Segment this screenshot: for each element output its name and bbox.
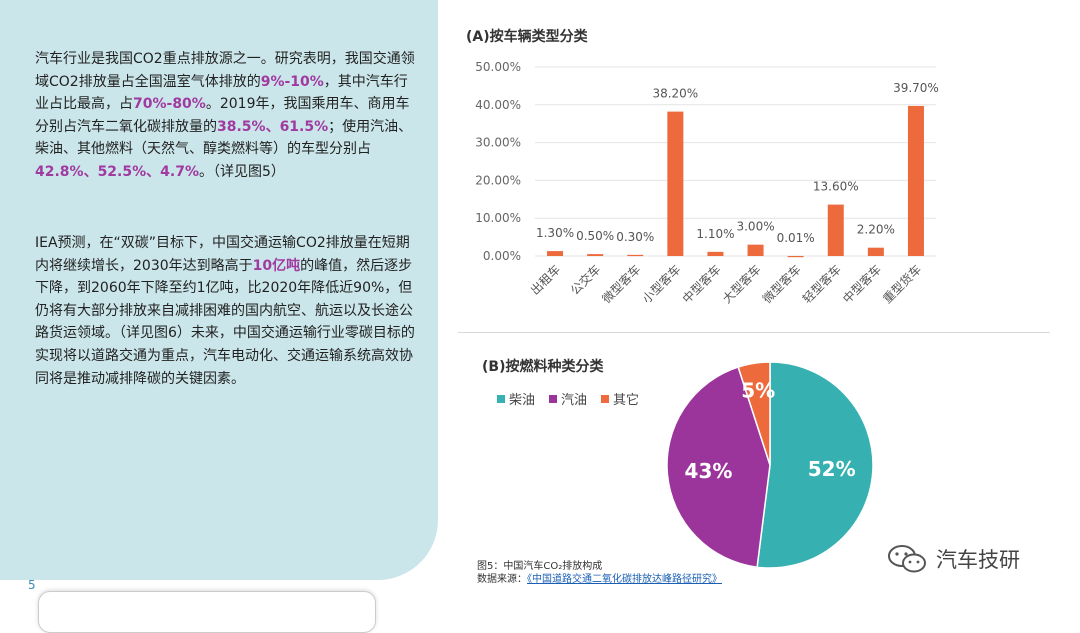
data-label: 3.00% bbox=[736, 220, 774, 234]
pie-slice bbox=[666, 366, 771, 569]
legend-label: 柴油 bbox=[509, 393, 536, 408]
brand-watermark: 汽车技研 bbox=[886, 543, 1020, 575]
bar bbox=[547, 251, 564, 256]
x-tick-label: 公交车 bbox=[567, 262, 603, 298]
wechat-icon bbox=[888, 545, 926, 573]
data-label: 1.10% bbox=[696, 227, 734, 241]
paragraph-text: 。2019年，我国乘用车、商用车分别占汽车二氧化碳排放量的 bbox=[35, 96, 410, 135]
legend-swatch bbox=[497, 394, 505, 403]
x-tick-label: 微型客车 bbox=[759, 262, 804, 307]
bar bbox=[627, 254, 644, 257]
paragraph-text: 汽车行业是我国CO2重点排放源之一。研究表明，我国交通领域CO2排放量占全国温室… bbox=[35, 51, 415, 90]
slice-label: 5% bbox=[741, 379, 775, 403]
y-tick-label: 30.00% bbox=[475, 136, 521, 150]
paragraph-text: ，其中汽车行业占比最高，占 bbox=[35, 73, 408, 113]
chart-a-title: (A)按车辆类型分类 bbox=[466, 29, 588, 45]
x-tick-label: 重型货车 bbox=[880, 262, 925, 307]
paragraph-text: ；使用汽油、柴油、其他燃料（天然气、醇类燃料等）的车型分别占 bbox=[35, 118, 413, 158]
x-tick-label: 中型客车 bbox=[679, 262, 724, 307]
x-tick-label: 轻型客车 bbox=[799, 262, 844, 307]
paragraph-text: 。（详见图5） bbox=[198, 163, 285, 180]
y-tick-label: 50.00% bbox=[475, 60, 521, 74]
highlight-value: 10亿吨 bbox=[252, 257, 301, 274]
highlight-value: 9%-10% bbox=[260, 73, 324, 90]
bar bbox=[707, 251, 724, 256]
highlight-value: 38.5%、61.5% bbox=[217, 118, 329, 135]
data-label: 38.20% bbox=[652, 87, 698, 101]
pie-chart: 52% 43% 5% bbox=[666, 361, 874, 569]
legend-item: 柴油 bbox=[497, 389, 535, 408]
x-tick-label: 中型客车 bbox=[839, 262, 884, 307]
text-panel: 汽车行业是我国CO2重点排放源之一。研究表明，我国交通领域CO2排放量占全国温室… bbox=[0, 0, 438, 580]
y-tick-label: 20.00% bbox=[475, 173, 521, 187]
slice-label: 43% bbox=[685, 459, 733, 483]
data-label: 2.20% bbox=[857, 223, 895, 237]
slice-label: 52% bbox=[808, 457, 856, 481]
pie-legend: 柴油 汽油 其它 bbox=[497, 389, 639, 408]
legend-item: 其它 bbox=[601, 389, 639, 408]
pie-slice bbox=[737, 361, 771, 466]
bar bbox=[827, 204, 844, 256]
data-label: 39.70% bbox=[893, 81, 939, 95]
bar bbox=[867, 247, 884, 256]
bottom-card bbox=[38, 591, 376, 633]
legend-label: 其它 bbox=[613, 393, 640, 408]
brand-name: 汽车技研 bbox=[936, 548, 1020, 572]
data-label: 0.50% bbox=[576, 229, 614, 243]
data-label: 0.01% bbox=[777, 231, 815, 245]
bar bbox=[747, 244, 764, 256]
caption-source-link[interactable]: 《中国道路交通二氧化碳排放达峰路径研究》 bbox=[527, 574, 722, 585]
bar-chart: 0.00% 10.00% 20.00% 30.00% 40.00% 50.00% 1.30%… bbox=[475, 60, 939, 307]
paragraph-text: IEA预测，在“双碳”目标下，中国交通运输CO2排放量在短期内将继续增长，203… bbox=[35, 235, 410, 274]
y-tick-label: 40.00% bbox=[475, 98, 521, 112]
paragraph-text: 的峰值，然后逐步下降，到2060年下降至约1亿吨，比2020年降低近90%，但仍… bbox=[35, 257, 415, 387]
legend-swatch bbox=[601, 394, 610, 403]
legend-swatch bbox=[549, 394, 558, 403]
y-tick-label: 0.00% bbox=[483, 249, 521, 263]
highlight-value: 42.8%、52.5%、4.7% bbox=[35, 163, 199, 180]
paragraph-emissions: 汽车行业是我国CO2重点排放源之一。研究表明，我国交通领域CO2排放量占全国温室… bbox=[35, 48, 415, 184]
legend-label: 汽油 bbox=[561, 393, 588, 408]
paragraph-iea-forecast: IEA预测，在“双碳”目标下，中国交通运输CO2排放量在短期内将继续增长，203… bbox=[35, 232, 415, 390]
caption-title: 图5：中国汽车CO₂排放构成 bbox=[477, 561, 603, 572]
highlight-value: 70%-80% bbox=[133, 96, 206, 113]
bar bbox=[587, 254, 604, 256]
y-tick-label: 10.00% bbox=[475, 211, 521, 225]
figure-caption: 图5：中国汽车CO₂排放构成 数据来源：《中国道路交通二氧化碳排放达峰路径研究》 bbox=[477, 560, 722, 586]
pie-slice bbox=[756, 361, 874, 569]
data-label: 1.30% bbox=[536, 226, 574, 240]
legend-item: 汽油 bbox=[549, 389, 587, 408]
bar bbox=[787, 255, 804, 258]
caption-source-label: 数据来源： bbox=[477, 574, 527, 585]
data-label: 0.30% bbox=[616, 230, 654, 244]
data-label: 13.60% bbox=[813, 180, 859, 194]
x-tick-label: 小型客车 bbox=[639, 262, 684, 307]
x-tick-label: 出租车 bbox=[527, 262, 563, 298]
section-divider bbox=[458, 332, 1050, 333]
bar bbox=[667, 111, 684, 256]
x-tick-label: 大型客车 bbox=[719, 262, 764, 307]
x-tick-label: 微型客车 bbox=[599, 262, 644, 307]
bar bbox=[907, 105, 924, 257]
chart-b-title: (B)按燃料种类分类 bbox=[482, 359, 604, 375]
page-number: 5 bbox=[28, 578, 36, 592]
